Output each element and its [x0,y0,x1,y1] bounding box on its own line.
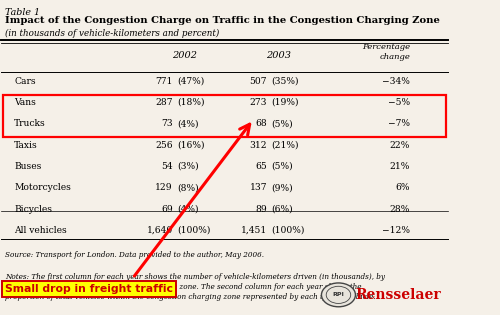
Text: 65: 65 [255,162,267,171]
Text: 21%: 21% [390,162,410,171]
Text: (35%): (35%) [272,77,299,86]
Text: Rensselaer: Rensselaer [356,288,442,302]
Text: (100%): (100%) [178,226,211,235]
Text: 2002: 2002 [172,51,196,60]
Text: (4%): (4%) [178,119,199,128]
Text: 312: 312 [249,140,267,150]
Text: 1,640: 1,640 [146,226,173,235]
Text: (6%): (6%) [272,204,293,214]
Text: −34%: −34% [382,77,410,86]
Text: (19%): (19%) [272,98,299,107]
Text: (5%): (5%) [272,162,293,171]
Text: Source: Transport for London. Data provided to the author, May 2006.: Source: Transport for London. Data provi… [5,251,264,259]
Bar [3,95,446,137]
Text: (4%): (4%) [178,204,199,214]
Text: (in thousands of vehicle-kilometers and percent): (in thousands of vehicle-kilometers and … [5,29,220,38]
Text: All vehicles: All vehicles [14,226,67,235]
Text: Table 1: Table 1 [5,8,40,17]
Text: −5%: −5% [388,98,410,107]
Text: (8%): (8%) [178,183,199,192]
Text: 89: 89 [255,204,267,214]
Text: −12%: −12% [382,226,410,235]
Text: Motorcycles: Motorcycles [14,183,71,192]
Text: (21%): (21%) [272,140,299,150]
Text: Cars: Cars [14,77,36,86]
Text: 1,451: 1,451 [240,226,267,235]
Text: 2003: 2003 [266,51,290,60]
Text: 129: 129 [156,183,173,192]
Text: 6%: 6% [396,183,410,192]
Text: RPI: RPI [332,292,344,297]
Text: (100%): (100%) [272,226,304,235]
Text: 22%: 22% [390,140,410,150]
Text: 771: 771 [156,77,173,86]
Text: 287: 287 [156,98,173,107]
Text: Impact of the Congestion Charge on Traffic in the Congestion Charging Zone: Impact of the Congestion Charge on Traff… [5,16,440,25]
Text: (16%): (16%) [178,140,205,150]
Text: Trucks: Trucks [14,119,46,128]
Text: 137: 137 [250,183,267,192]
Text: Notes: The first column for each year shows the number of vehicle-kilometers dri: Notes: The first column for each year sh… [5,272,385,301]
Text: −7%: −7% [388,119,410,128]
Text: (47%): (47%) [178,77,204,86]
Text: Taxis: Taxis [14,140,38,150]
Text: 507: 507 [250,77,267,86]
Text: Vans: Vans [14,98,36,107]
Text: (5%): (5%) [272,119,293,128]
Text: Percentage
change: Percentage change [362,43,410,61]
Text: 68: 68 [255,119,267,128]
Text: Buses: Buses [14,162,42,171]
Text: 69: 69 [161,204,173,214]
Text: 273: 273 [250,98,267,107]
Text: Bicycles: Bicycles [14,204,52,214]
Text: (3%): (3%) [178,162,199,171]
Text: 73: 73 [162,119,173,128]
Text: 28%: 28% [390,204,410,214]
Text: (9%): (9%) [272,183,293,192]
Text: 256: 256 [156,140,173,150]
Text: Small drop in freight traffic: Small drop in freight traffic [5,284,173,294]
Text: 54: 54 [162,162,173,171]
Circle shape [322,283,356,307]
Text: (18%): (18%) [178,98,205,107]
